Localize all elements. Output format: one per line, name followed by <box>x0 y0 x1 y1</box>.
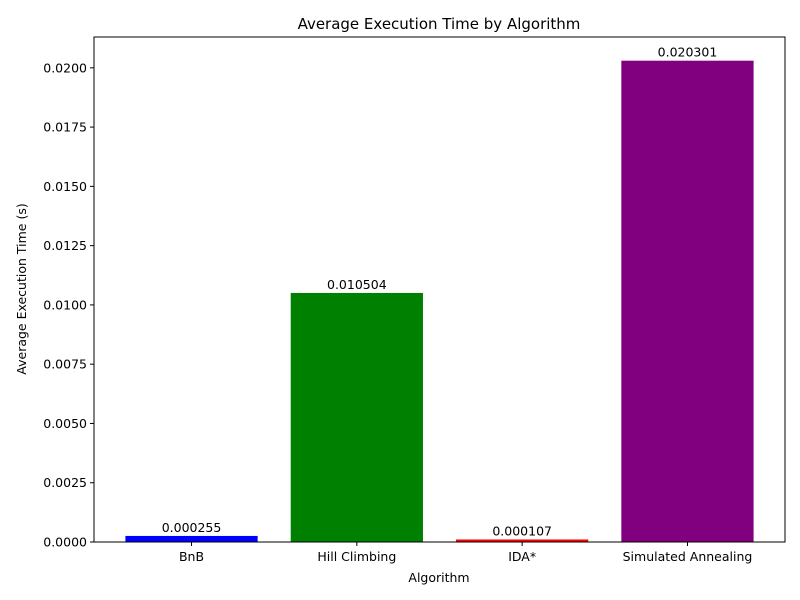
x-tick-label: Simulated Annealing <box>623 549 753 564</box>
x-tick-label: IDA* <box>508 549 536 564</box>
bar-bnb <box>125 535 258 542</box>
data-label: 0.010504 <box>327 277 387 292</box>
chart-title: Average Execution Time by Algorithm <box>298 15 581 33</box>
y-tick-label: 0.0125 <box>43 238 87 253</box>
x-tick-label: BnB <box>179 549 204 564</box>
x-tick-label: Hill Climbing <box>317 549 396 564</box>
data-label: 0.000255 <box>162 520 222 535</box>
y-tick-label: 0.0000 <box>43 535 87 550</box>
bar-ida <box>456 539 589 542</box>
y-tick-label: 0.0175 <box>43 120 87 135</box>
data-labels-layer: 0.000255 0.010504 0.000107 0.020301 <box>162 45 718 539</box>
bar-simulated-annealing <box>621 60 754 542</box>
y-axis-title: Average Execution Time (s) <box>14 203 29 374</box>
x-axis-ticks: BnB Hill Climbing IDA* Simulated Annealing <box>179 542 752 564</box>
bar-hill-climbing <box>290 292 423 542</box>
data-label: 0.000107 <box>492 523 552 538</box>
plot-area-frame <box>93 36 786 543</box>
y-tick-label: 0.0050 <box>43 416 87 431</box>
y-tick-label: 0.0200 <box>43 60 87 75</box>
bars-layer <box>125 60 754 542</box>
y-tick-label: 0.0025 <box>43 475 87 490</box>
y-axis-ticks: 0.0000 0.0025 0.0050 0.0075 0.0100 0.0125 0.01… <box>43 60 94 550</box>
y-tick-label: 0.0100 <box>43 297 87 312</box>
x-axis-title: Algorithm <box>408 570 469 585</box>
y-tick-label: 0.0150 <box>43 179 87 194</box>
data-label: 0.020301 <box>658 45 718 60</box>
y-tick-label: 0.0075 <box>43 357 87 372</box>
